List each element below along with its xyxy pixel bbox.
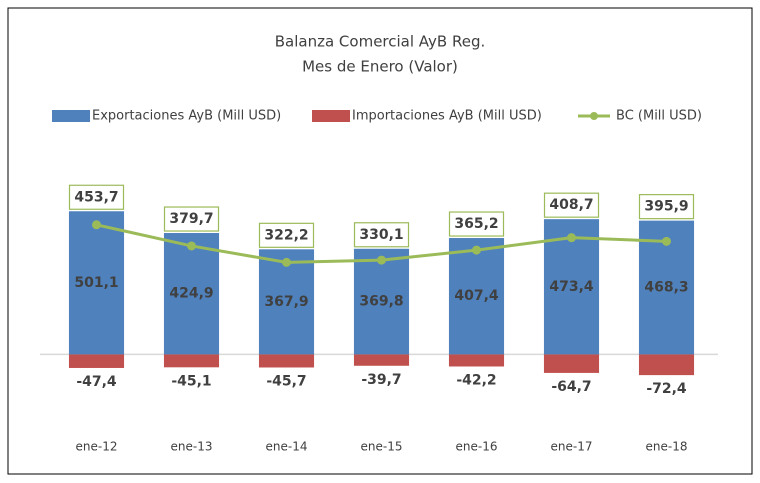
legend-label: Exportaciones AyB (Mill USD): [92, 109, 281, 124]
bar: [353, 354, 410, 366]
data-label: 379,7: [169, 211, 213, 227]
data-label: 322,2: [264, 227, 308, 243]
bar: [448, 238, 505, 355]
line-point: [92, 220, 101, 230]
data-label: 453,7: [74, 189, 118, 205]
bar: [258, 354, 315, 368]
x-tick-label: ene-16: [456, 440, 498, 454]
x-tick-label: ene-15: [361, 440, 403, 454]
legend-swatch: [52, 110, 90, 122]
legend-swatch: [312, 110, 350, 122]
x-tick-label: ene-12: [76, 440, 118, 454]
line-point: [282, 257, 291, 267]
data-label: 365,2: [454, 216, 498, 232]
bar: [638, 354, 695, 376]
data-label: -45,7: [266, 373, 306, 389]
data-label-box: [68, 184, 125, 210]
data-label-box: [258, 222, 315, 248]
chart-subtitle: Mes de Enero (Valor): [302, 58, 458, 76]
legend-swatch: [590, 112, 598, 120]
x-tick-label: ene-18: [646, 440, 688, 454]
data-label: -47,4: [76, 374, 117, 390]
bar: [543, 354, 600, 373]
data-label: 407,4: [454, 288, 499, 304]
legend-label: Importaciones AyB (Mill USD): [352, 109, 542, 124]
data-label: 369,8: [359, 294, 403, 310]
data-label: -64,7: [551, 379, 591, 395]
data-label: 501,1: [74, 275, 118, 291]
data-label: -72,4: [646, 381, 687, 397]
chart-title: Balanza Comercial AyB Reg.: [275, 33, 486, 51]
data-label: 468,3: [644, 280, 688, 296]
line-point: [187, 241, 196, 251]
data-label: 330,1: [359, 227, 403, 243]
data-label: 424,9: [169, 286, 213, 302]
bar: [68, 354, 125, 368]
line-point: [567, 233, 576, 243]
line-point: [472, 245, 481, 255]
bar: [163, 233, 220, 355]
data-label-box: [638, 194, 695, 220]
x-tick-label: ene-14: [266, 440, 308, 454]
x-tick-label: ene-17: [551, 440, 593, 454]
bar: [163, 354, 220, 368]
data-label-box: [543, 192, 600, 218]
data-label: 367,9: [264, 294, 308, 310]
data-label: -45,1: [171, 373, 211, 389]
data-label-box: [353, 222, 410, 248]
bar: [68, 211, 125, 355]
line-point: [377, 255, 386, 265]
x-tick-label: ene-13: [171, 440, 213, 454]
bar: [448, 354, 505, 367]
data-label: 395,9: [644, 199, 688, 215]
data-label: -42,2: [456, 372, 496, 388]
data-label-box: [163, 206, 220, 232]
bar: [353, 248, 410, 355]
legend-label: BC (Mill USD): [616, 109, 702, 124]
data-label: 408,7: [549, 197, 593, 213]
data-label-box: [448, 211, 505, 237]
data-label: 473,4: [549, 279, 594, 295]
line-point: [662, 236, 671, 246]
data-label: -39,7: [361, 372, 401, 388]
